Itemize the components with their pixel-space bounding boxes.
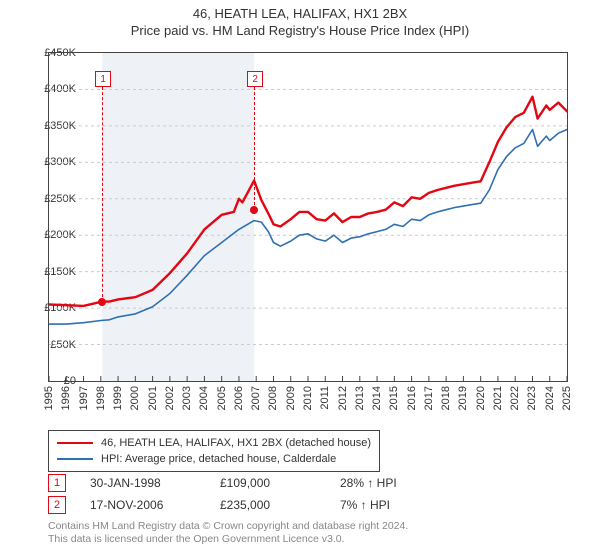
x-tick-label: 2013: [354, 386, 366, 410]
x-tick-label: 2014: [371, 386, 383, 410]
marker-row-box: 2: [48, 496, 66, 514]
x-tick-label: 2011: [319, 386, 331, 410]
x-tick-label: 2017: [423, 386, 435, 410]
marker-delta: 7% ↑ HPI: [340, 498, 460, 512]
x-tick-label: 2020: [475, 386, 487, 410]
footer-line2: This data is licensed under the Open Gov…: [48, 533, 408, 546]
plot-area: 12: [48, 52, 568, 382]
x-tick-label: 2021: [492, 386, 504, 410]
x-tick-label: 2022: [509, 386, 521, 410]
legend: 46, HEATH LEA, HALIFAX, HX1 2BX (detache…: [48, 430, 380, 472]
legend-swatch: [57, 442, 93, 444]
marker-row: 2 17-NOV-2006£235,0007% ↑ HPI: [48, 494, 460, 516]
marker-dot: [98, 298, 106, 306]
x-tick-label: 1996: [60, 386, 72, 410]
marker-flag: 2: [247, 71, 263, 87]
markers-table: 1 30-JAN-1998£109,00028% ↑ HPI 2 17-NOV-200…: [48, 472, 460, 516]
marker-delta: 28% ↑ HPI: [340, 476, 460, 490]
legend-label: 46, HEATH LEA, HALIFAX, HX1 2BX (detache…: [101, 435, 371, 451]
marker-price: £109,000: [220, 476, 340, 490]
x-tick-label: 2010: [302, 386, 314, 410]
chart-container: 46, HEATH LEA, HALIFAX, HX1 2BX Price pa…: [0, 0, 600, 560]
marker-date: 17-NOV-2006: [90, 498, 220, 512]
marker-date: 30-JAN-1998: [90, 476, 220, 490]
marker-tail: [254, 87, 255, 210]
x-tick-label: 2002: [164, 386, 176, 410]
x-tick-label: 2018: [440, 386, 452, 410]
footer-note: Contains HM Land Registry data © Crown c…: [48, 520, 408, 546]
x-tick-label: 2016: [406, 386, 418, 410]
legend-row: 46, HEATH LEA, HALIFAX, HX1 2BX (detache…: [57, 435, 371, 451]
x-tick-label: 1999: [112, 386, 124, 410]
x-tick-label: 1998: [95, 386, 107, 410]
x-tick-label: 2007: [250, 386, 262, 410]
legend-row: HPI: Average price, detached house, Cald…: [57, 451, 371, 467]
marker-dot: [250, 206, 258, 214]
titles: 46, HEATH LEA, HALIFAX, HX1 2BX Price pa…: [0, 0, 600, 38]
marker-price: £235,000: [220, 498, 340, 512]
marker-row: 1 30-JAN-1998£109,00028% ↑ HPI: [48, 472, 460, 494]
x-tick-label: 2015: [388, 386, 400, 410]
marker-flag: 1: [95, 71, 111, 87]
plot-svg: [49, 53, 567, 381]
x-tick-label: 2006: [233, 386, 245, 410]
x-tick-label: 1995: [43, 386, 55, 410]
title-address: 46, HEATH LEA, HALIFAX, HX1 2BX: [0, 6, 600, 21]
x-tick-label: 2000: [129, 386, 141, 410]
legend-label: HPI: Average price, detached house, Cald…: [101, 451, 336, 467]
x-tick-label: 2009: [285, 386, 297, 410]
x-tick-label: 2024: [544, 386, 556, 410]
x-tick-label: 2005: [216, 386, 228, 410]
legend-swatch: [57, 458, 93, 460]
marker-row-box: 1: [48, 474, 66, 492]
x-tick-label: 2025: [561, 386, 573, 410]
marker-tail: [102, 87, 103, 302]
x-tick-label: 1997: [78, 386, 90, 410]
x-tick-label: 2023: [526, 386, 538, 410]
footer-line1: Contains HM Land Registry data © Crown c…: [48, 520, 408, 533]
x-tick-label: 2003: [181, 386, 193, 410]
x-tick-label: 2019: [457, 386, 469, 410]
x-tick-label: 2008: [267, 386, 279, 410]
x-tick-label: 2004: [198, 386, 210, 410]
x-tick-label: 2012: [337, 386, 349, 410]
title-subtitle: Price paid vs. HM Land Registry's House …: [0, 23, 600, 38]
x-tick-label: 2001: [147, 386, 159, 410]
